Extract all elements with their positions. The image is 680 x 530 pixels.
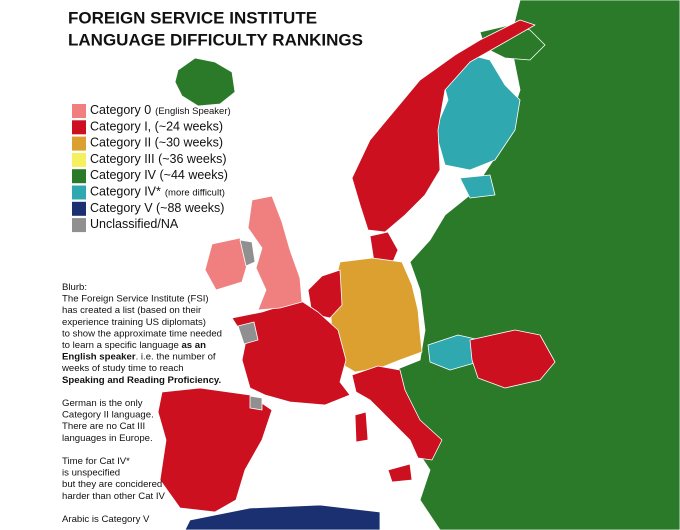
- estonia: [459, 174, 496, 199]
- blurb-segment: The Foreign Service Institute (FSI): [62, 293, 209, 304]
- basque: [249, 395, 263, 411]
- legend-label: Category II (~30 weeks): [90, 136, 223, 150]
- great-britain: [247, 195, 303, 311]
- blurb-segment: to learn a specific language: [62, 340, 181, 351]
- ireland: [204, 237, 249, 291]
- blurb-segment: as an: [181, 340, 206, 351]
- blurb-segment: has created a list (based on their: [62, 305, 202, 316]
- legend-note: (more difficult): [165, 187, 225, 198]
- legend-swatch: [72, 201, 86, 216]
- blurb-segment: weeks of study time to reach: [61, 363, 184, 374]
- blurb-line: The Foreign Service Institute (FSI): [62, 293, 209, 304]
- north-africa: [184, 504, 381, 530]
- legend-label: Category 0 (English Speaker): [90, 103, 231, 117]
- legend-swatch: [72, 120, 86, 135]
- blurb-line: is unspecified: [62, 467, 120, 478]
- northern-ireland: [239, 239, 256, 267]
- legend-swatch: [72, 185, 86, 200]
- romania: [469, 329, 556, 389]
- blurb-segment: Blurb:: [62, 282, 87, 293]
- france: [231, 299, 351, 406]
- category-iv-region: [379, 0, 680, 530]
- legend-text: Category V (~88 weeks): [90, 201, 224, 215]
- blurb-line: English speaker. i.e. the number of: [62, 351, 216, 362]
- blurb-line: Arabic is Category V: [62, 514, 150, 525]
- legend-label: Category IV* (more difficult): [90, 185, 225, 199]
- iberia: [157, 387, 273, 513]
- legend: Category 0 (English Speaker) Category I, (…: [72, 103, 231, 233]
- europe-map: [157, 0, 680, 530]
- blurb-line: Speaking and Reading Proficiency.: [62, 374, 221, 385]
- blurb: Blurb:The Foreign Service Institute (FSI…: [61, 282, 222, 525]
- legend-text: Category 0: [90, 103, 151, 117]
- legend-label: Unclassified/NA: [90, 217, 179, 231]
- blurb-line: harder than other Cat IV: [62, 490, 166, 501]
- legend-text: Category IV (~44 weeks): [90, 168, 228, 182]
- legend-text: Category IV*: [90, 185, 161, 199]
- blurb-line: Category II language.: [62, 409, 154, 420]
- legend-note: (English Speaker): [155, 106, 231, 117]
- blurb-segment: is unspecified: [62, 467, 120, 478]
- sardinia: [354, 411, 369, 443]
- brittany: [237, 321, 259, 345]
- blurb-line: to show the approximate time needed: [62, 328, 222, 339]
- blurb-segment: Speaking and Reading Proficiency.: [62, 374, 221, 385]
- blurb-segment: harder than other Cat IV: [62, 490, 166, 501]
- sicily: [387, 463, 413, 483]
- blurb-segment: to show the approximate time needed: [62, 328, 222, 339]
- blurb-segment: Time for Cat IV*: [62, 456, 130, 467]
- legend-label: Category I, (~24 weeks): [90, 120, 223, 134]
- blurb-line: German is the only: [62, 398, 143, 409]
- legend-text: Category II (~30 weeks): [90, 136, 223, 150]
- blurb-line: weeks of study time to reach: [61, 363, 184, 374]
- blurb-segment: languages in Europe.: [62, 432, 153, 443]
- legend-text: Unclassified/NA: [90, 217, 179, 231]
- scandinavia: [351, 19, 536, 233]
- blurb-segment: Arabic is Category V: [62, 514, 150, 525]
- blurb-line: Blurb:: [62, 282, 87, 293]
- denmark: [369, 231, 399, 265]
- title-line: FOREIGN SERVICE INSTITUTE: [68, 8, 317, 27]
- legend-text: Category III (~36 weeks): [90, 152, 227, 166]
- legend-label: Category IV (~44 weeks): [90, 168, 228, 182]
- blurb-line: experience training US diplomats): [62, 316, 206, 327]
- blurb-line: There are no Cat III: [62, 421, 145, 432]
- title: FOREIGN SERVICE INSTITUTE LANGUAGE DIFFIC…: [68, 8, 363, 49]
- italy: [351, 365, 443, 461]
- blurb-segment: English speaker: [62, 351, 136, 362]
- legend-swatch: [72, 152, 86, 167]
- blurb-segment: German is the only: [62, 398, 143, 409]
- blurb-line: to learn a specific language as an: [62, 340, 206, 351]
- legend-swatch: [72, 218, 86, 233]
- iceland: [174, 57, 236, 107]
- blurb-line: Time for Cat IV*: [62, 456, 130, 467]
- blurb-line: has created a list (based on their: [62, 305, 202, 316]
- blurb-segment: . i.e. the number of: [136, 351, 216, 362]
- blurb-segment: but they are concidered: [62, 479, 162, 490]
- blurb-line: but they are concidered: [62, 479, 162, 490]
- blurb-segment: Category II language.: [62, 409, 154, 420]
- blurb-segment: There are no Cat III: [62, 421, 145, 432]
- blurb-segment: experience training US diplomats): [62, 316, 206, 327]
- legend-swatch: [72, 169, 86, 184]
- legend-label: Category III (~36 weeks): [90, 152, 227, 166]
- title-line: LANGUAGE DIFFICULTY RANKINGS: [68, 30, 363, 49]
- legend-swatch: [72, 136, 86, 151]
- legend-label: Category V (~88 weeks): [90, 201, 224, 215]
- legend-text: Category I, (~24 weeks): [90, 120, 223, 134]
- blurb-line: languages in Europe.: [62, 432, 153, 443]
- legend-swatch: [72, 104, 86, 118]
